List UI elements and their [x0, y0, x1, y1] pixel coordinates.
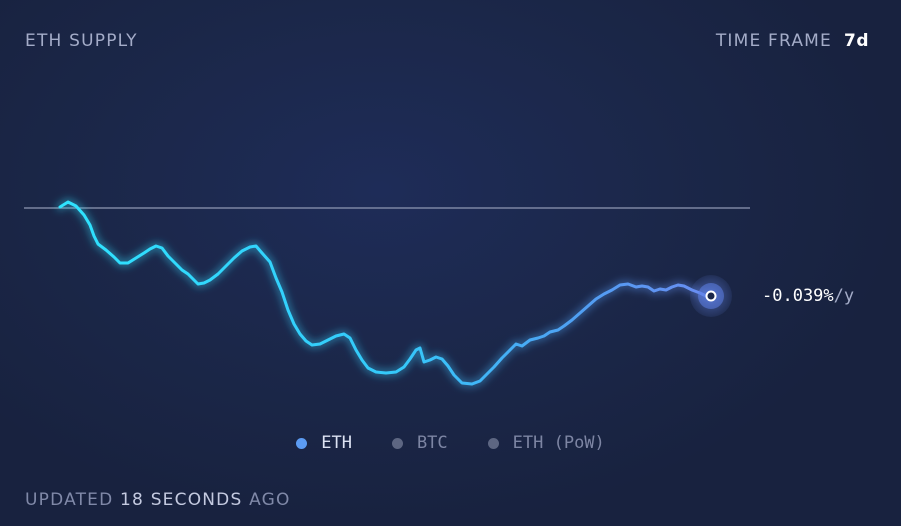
supply-rate: -0.039%/y: [762, 286, 854, 306]
updated-unit: SECONDS: [150, 490, 243, 510]
current-value-marker[interactable]: [690, 275, 732, 317]
legend-dot-icon: [391, 437, 403, 449]
legend-item-eth-pow[interactable]: ETH (PoW): [487, 433, 605, 453]
timeframe-label: TIME FRAME: [715, 31, 832, 51]
legend-item-btc[interactable]: BTC: [391, 433, 448, 453]
chart-legend: ETH BTC ETH (PoW): [0, 433, 901, 453]
legend-label: ETH (PoW): [512, 433, 605, 453]
updated-prefix: UPDATED: [25, 490, 114, 510]
card-title: ETH SUPPLY: [25, 31, 138, 51]
updated-count: 18: [120, 490, 145, 510]
supply-rate-unit: /y: [833, 286, 855, 306]
supply-line-glow: [56, 198, 715, 388]
legend-label: BTC: [416, 433, 448, 453]
legend-dot-icon: [487, 437, 499, 449]
updated-status: UPDATED 18 SECONDS AGO: [25, 490, 291, 510]
legend-dot-icon: [296, 437, 308, 449]
legend-label: ETH: [321, 433, 352, 453]
timeframe-selector[interactable]: TIME FRAME 7d: [716, 31, 869, 51]
supply-line: [58, 200, 713, 386]
updated-suffix: AGO: [249, 490, 291, 510]
timeframe-value[interactable]: 7d: [844, 31, 869, 51]
legend-item-eth[interactable]: ETH: [296, 433, 352, 453]
supply-rate-value: -0.039%: [762, 286, 834, 306]
